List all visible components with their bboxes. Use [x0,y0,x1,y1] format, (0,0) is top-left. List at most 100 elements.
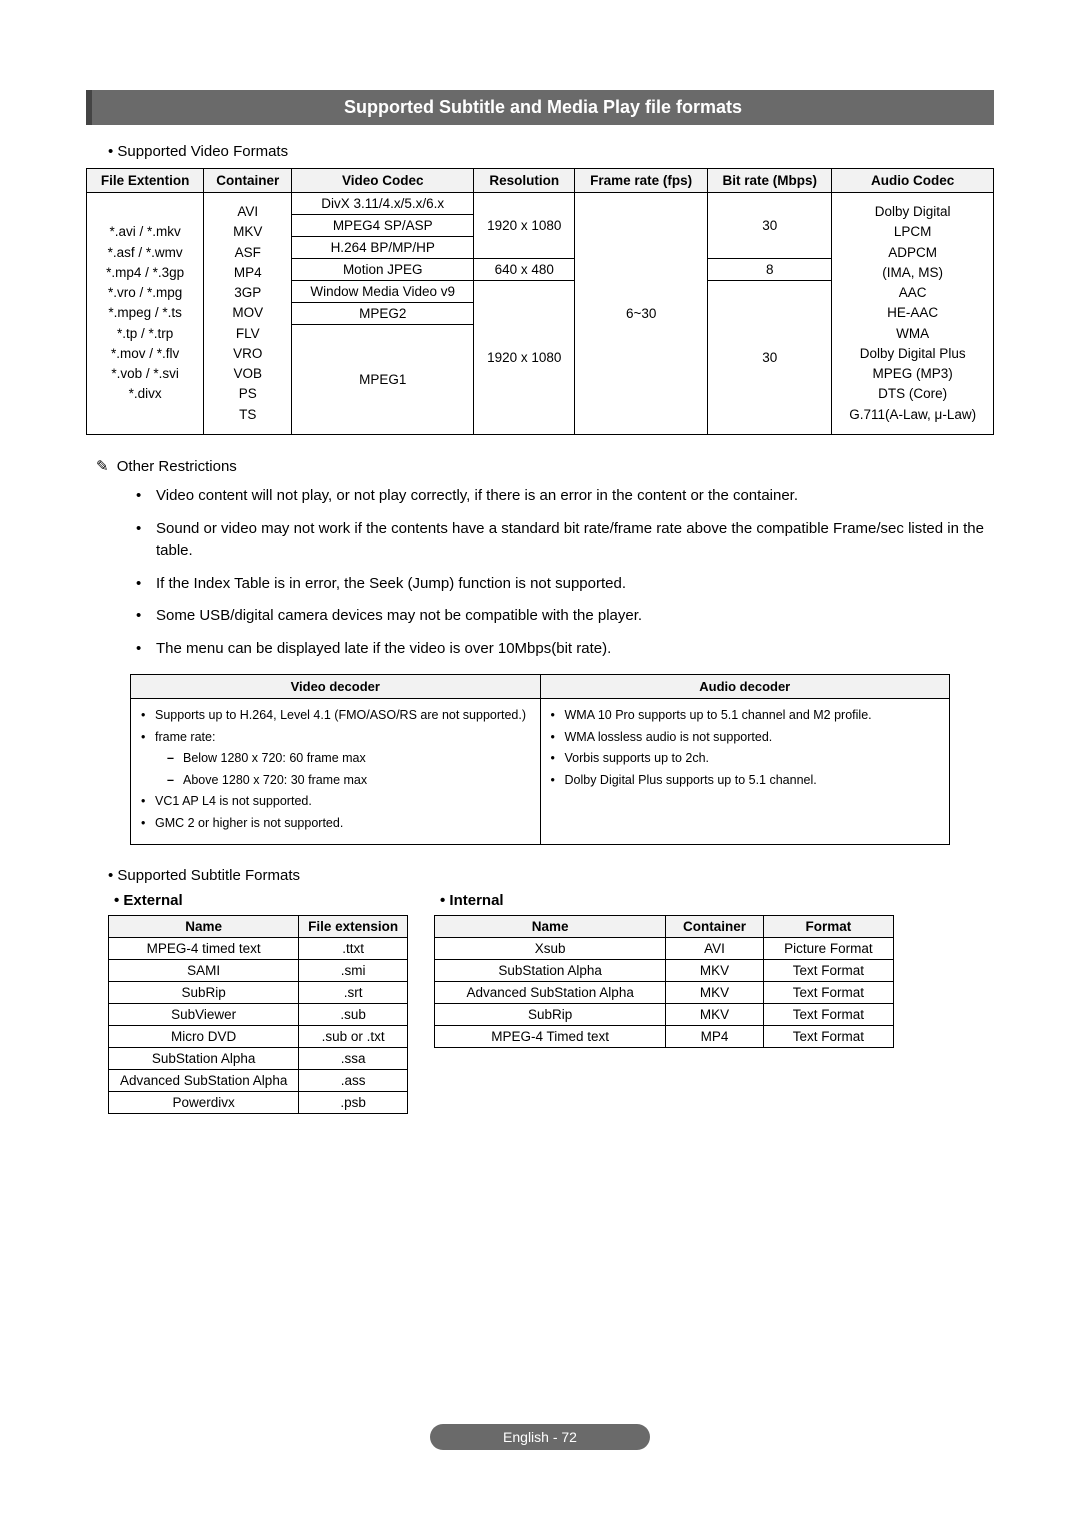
table-row: Powerdivx.psb [109,1092,408,1114]
table-row: SubRip.srt [109,982,408,1004]
table-row: SAMI.smi [109,960,408,982]
adec-item: WMA 10 Pro supports up to 5.1 channel an… [551,707,940,725]
col-video-decoder: Video decoder [131,675,541,699]
codec-cell: MPEG2 [292,303,474,325]
video-decoder-cell: Supports up to H.264, Level 4.1 (FMO/ASO… [131,699,541,845]
int-col: Name [435,916,666,938]
bit-cell: 8 [708,259,832,281]
ext-cell: Micro DVD [109,1026,299,1048]
ext-cell: SubStation Alpha [109,1048,299,1070]
restriction-item: If the Index Table is in error, the Seek… [156,573,994,596]
internal-heading: Internal [440,892,894,909]
col-frame-rate: Frame rate (fps) [575,169,708,193]
bit-cell: 30 [708,281,832,435]
col-audio-decoder: Audio decoder [540,675,950,699]
int-cell: Text Format [763,1004,893,1026]
vdec-item: frame rate:Below 1280 x 720: 60 frame ma… [141,729,530,790]
int-cell: Picture Format [763,938,893,960]
internal-column: Internal NameContainerFormat XsubAVIPict… [434,892,894,1048]
adec-item: Vorbis supports up to 2ch. [551,750,940,768]
ext-cell: Advanced SubStation Alpha [109,1070,299,1092]
table-row: Advanced SubStation Alpha.ass [109,1070,408,1092]
table-row: SubStation Alpha.ssa [109,1048,408,1070]
col-video-codec: Video Codec [292,169,474,193]
codec-cell: MPEG1 [292,325,474,435]
file-ext-cell: *.avi / *.mkv*.asf / *.wmv*.mp4 / *.3gp*… [87,193,204,435]
restriction-item: The menu can be displayed late if the vi… [156,638,994,661]
supported-subtitle-formats-heading: Supported Subtitle Formats [108,867,994,884]
audio-decoder-cell: WMA 10 Pro supports up to 5.1 channel an… [540,699,950,845]
ext-cell: Powerdivx [109,1092,299,1114]
decoder-table: Video decoder Audio decoder Supports up … [130,674,950,845]
ext-cell: .sub [299,1004,408,1026]
ext-cell: .smi [299,960,408,982]
int-col: Format [763,916,893,938]
int-cell: Text Format [763,982,893,1004]
ext-col: Name [109,916,299,938]
note-icon: ✎ [96,457,109,475]
int-cell: Text Format [763,1026,893,1048]
int-cell: SubStation Alpha [435,960,666,982]
table-row: SubRipMKVText Format [435,1004,894,1026]
other-restrictions-heading: ✎ Other Restrictions [96,457,994,475]
ext-cell: .psb [299,1092,408,1114]
res-cell: 1920 x 1080 [474,193,575,259]
res-cell: 1920 x 1080 [474,281,575,435]
int-cell: Advanced SubStation Alpha [435,982,666,1004]
table-row: SubStation AlphaMKVText Format [435,960,894,982]
vdec-subitem: Above 1280 x 720: 30 frame max [167,772,530,790]
int-cell: MKV [666,960,763,982]
int-cell: MP4 [666,1026,763,1048]
external-heading: External [114,892,408,909]
section-banner: Supported Subtitle and Media Play file f… [86,90,994,125]
bit-cell: 30 [708,193,832,259]
int-cell: MPEG-4 Timed text [435,1026,666,1048]
codec-cell: MPEG4 SP/ASP [292,215,474,237]
int-cell: MKV [666,982,763,1004]
vdec-item: Supports up to H.264, Level 4.1 (FMO/ASO… [141,707,530,725]
col-file-ext: File Extention [87,169,204,193]
ext-cell: .ttxt [299,938,408,960]
codec-cell: DivX 3.11/4.x/5.x/6.x [292,193,474,215]
vdec-subitem: Below 1280 x 720: 60 frame max [167,750,530,768]
ext-cell: SAMI [109,960,299,982]
int-cell: SubRip [435,1004,666,1026]
table-row: Micro DVD.sub or .txt [109,1026,408,1048]
table-row: MPEG-4 Timed textMP4Text Format [435,1026,894,1048]
vdec-item: GMC 2 or higher is not supported. [141,815,530,833]
banner-title: Supported Subtitle and Media Play file f… [344,97,742,117]
int-col: Container [666,916,763,938]
restrictions-list: Video content will not play, or not play… [156,485,994,660]
ext-col: File extension [299,916,408,938]
ext-cell: .ass [299,1070,408,1092]
codec-cell: Motion JPEG [292,259,474,281]
col-bit-rate: Bit rate (Mbps) [708,169,832,193]
res-cell: 640 x 480 [474,259,575,281]
table-row: MPEG-4 timed text.ttxt [109,938,408,960]
adec-item: WMA lossless audio is not supported. [551,729,940,747]
frame-rate-cell: 6~30 [575,193,708,435]
audio-codec-cell: Dolby DigitalLPCMADPCM(IMA, MS)AACHE-AAC… [832,193,994,435]
int-cell: Text Format [763,960,893,982]
restriction-item: Some USB/digital camera devices may not … [156,605,994,628]
page-footer: English - 72 [430,1424,650,1450]
internal-subtitle-table: NameContainerFormat XsubAVIPicture Forma… [434,915,894,1048]
codec-cell: Window Media Video v9 [292,281,474,303]
ext-cell: SubRip [109,982,299,1004]
external-subtitle-table: NameFile extension MPEG-4 timed text.ttx… [108,915,408,1114]
external-column: External NameFile extension MPEG-4 timed… [108,892,408,1114]
table-row: Advanced SubStation AlphaMKVText Format [435,982,894,1004]
restriction-item: Video content will not play, or not play… [156,485,994,508]
int-cell: MKV [666,1004,763,1026]
col-resolution: Resolution [474,169,575,193]
codec-cell: H.264 BP/MP/HP [292,237,474,259]
supported-video-formats-heading: Supported Video Formats [108,143,994,160]
col-audio-codec: Audio Codec [832,169,994,193]
col-container: Container [204,169,292,193]
int-cell: AVI [666,938,763,960]
ext-cell: .srt [299,982,408,1004]
vdec-item: VC1 AP L4 is not supported. [141,793,530,811]
adec-item: Dolby Digital Plus supports up to 5.1 ch… [551,772,940,790]
table-row: XsubAVIPicture Format [435,938,894,960]
video-formats-table: File Extention Container Video Codec Res… [86,168,994,435]
